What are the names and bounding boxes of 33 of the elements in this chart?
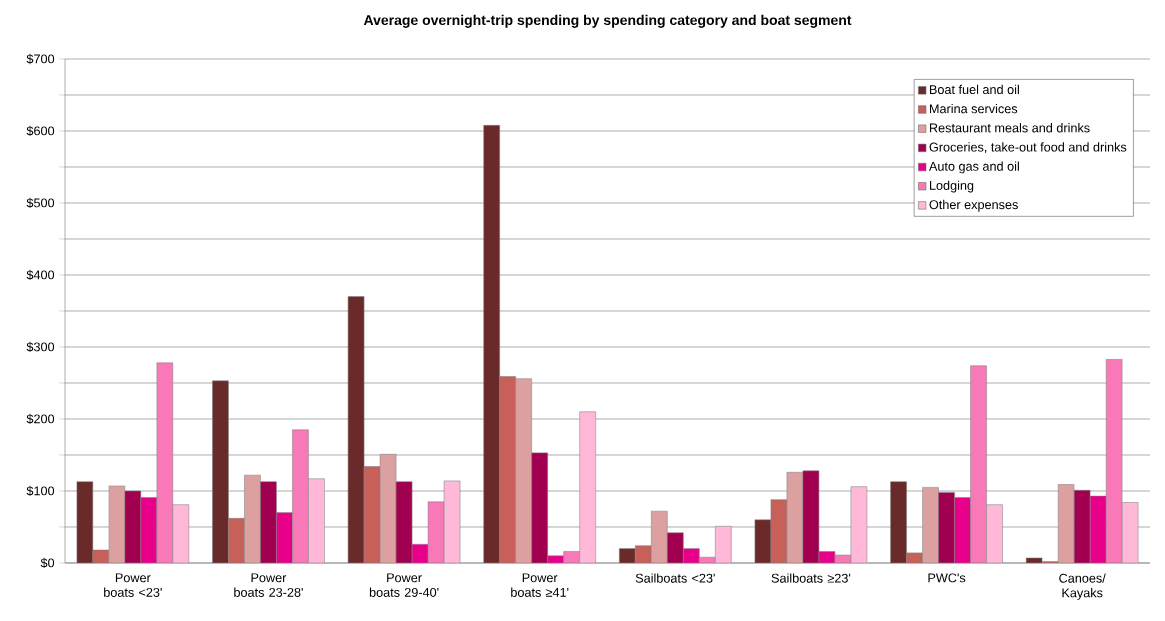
legend-label: Lodging bbox=[929, 180, 974, 193]
x-tick-label: Power boats 29-40' bbox=[369, 573, 439, 597]
x-tick-label: Sailboats <23' bbox=[635, 573, 715, 583]
x-tick-label: Power boats 23-28' bbox=[234, 573, 303, 597]
y-tick-label: $0 bbox=[40, 557, 55, 569]
legend-label: Other expenses bbox=[929, 199, 1018, 212]
bar bbox=[308, 478, 325, 563]
x-tick-label: PWC's bbox=[928, 573, 966, 583]
y-tick-label: $600 bbox=[26, 125, 55, 137]
x-tick-label: Sailboats ≥23' bbox=[771, 573, 851, 583]
y-tick-label: $100 bbox=[26, 485, 55, 497]
y-tick-label: $500 bbox=[26, 197, 55, 209]
bar bbox=[579, 411, 596, 563]
x-tick-label: Power boats <23' bbox=[104, 573, 162, 597]
bar bbox=[986, 504, 1003, 563]
bar bbox=[156, 362, 174, 563]
bar bbox=[1105, 358, 1123, 563]
bar bbox=[292, 429, 309, 563]
bar bbox=[970, 365, 987, 563]
chart-title: Average overnight-trip spending by spending category and boat segment bbox=[363, 14, 852, 28]
legend-label: Restaurant meals and drinks bbox=[929, 123, 1090, 133]
legend-label: Boat fuel and oil bbox=[929, 84, 1019, 95]
legend-label: Marina services bbox=[929, 103, 1018, 114]
x-tick-label: Power boats ≥41' bbox=[511, 573, 569, 597]
bar bbox=[1121, 502, 1139, 563]
x-tick-label: Canoes/ Kayaks bbox=[1059, 573, 1106, 600]
bar bbox=[172, 504, 190, 563]
y-tick-label: $400 bbox=[26, 269, 55, 281]
y-tick-label: $300 bbox=[26, 341, 55, 353]
y-tick-label: $200 bbox=[26, 413, 55, 425]
y-tick-label: $700 bbox=[26, 53, 55, 65]
legend-label: Groceries, take-out food and drinks bbox=[929, 142, 1127, 154]
legend-label: Auto gas and oil bbox=[928, 161, 1019, 174]
